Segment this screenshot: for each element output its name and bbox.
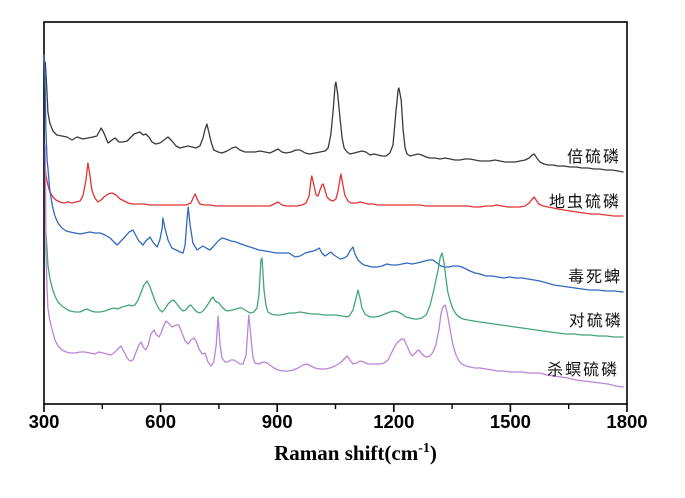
spectrum-line-4 — [44, 144, 624, 388]
spectrum-label-3: 对硫磷 — [569, 312, 623, 330]
spectrum-line-1 — [44, 162, 624, 217]
x-tick-label-900: 900 — [262, 411, 293, 432]
spectrum-line-3 — [45, 231, 624, 338]
x-tick-label-300: 300 — [29, 411, 60, 432]
x-tick-label-1200: 1200 — [373, 411, 414, 432]
x-tick-label-1500: 1500 — [490, 411, 531, 432]
spectrum-label-0: 倍硫磷 — [567, 148, 621, 166]
plot-border — [43, 21, 628, 405]
x-tick-label-600: 600 — [145, 411, 176, 432]
x-axis-title: Raman shift(cm-1) — [274, 441, 437, 465]
spectrum-label-4: 杀螟硫磷 — [547, 361, 619, 379]
spectrum-line-0 — [44, 61, 624, 173]
spectrum-line-2 — [43, 54, 624, 293]
x-tick-label-1800: 1800 — [606, 411, 647, 432]
spectrum-label-2: 毒死蜱 — [568, 268, 622, 286]
spectrum-label-1: 地虫硫磷 — [549, 193, 621, 211]
